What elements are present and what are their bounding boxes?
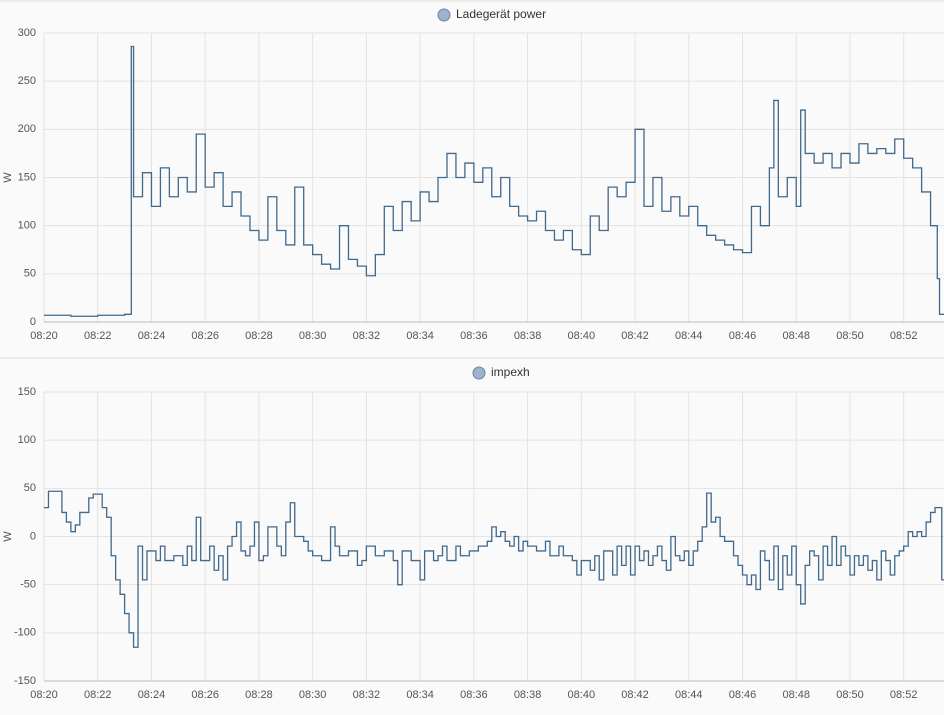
x-tick-label: 08:26 — [191, 689, 219, 701]
x-tick-label: 08:48 — [782, 689, 810, 701]
x-tick-label: 08:38 — [514, 689, 542, 701]
x-tick-label: 08:46 — [729, 330, 757, 342]
y-tick-label: 100 — [18, 220, 36, 232]
x-tick-label: 08:52 — [890, 330, 918, 342]
x-tick-label: 08:36 — [460, 689, 488, 701]
x-tick-label: 08:40 — [568, 689, 596, 701]
x-tick-label: 08:30 — [299, 330, 327, 342]
x-tick-label: 08:36 — [460, 330, 488, 342]
y-tick-label: 100 — [18, 434, 36, 446]
x-tick-label: 08:38 — [514, 330, 542, 342]
x-tick-label: 08:44 — [675, 330, 703, 342]
x-tick-label: 08:48 — [782, 330, 810, 342]
series-line — [44, 45, 944, 317]
legend-label: Ladegerät power — [456, 7, 546, 21]
x-tick-label: 08:40 — [568, 330, 596, 342]
x-tick-label: 08:32 — [353, 330, 381, 342]
y-tick-label: -100 — [14, 627, 36, 639]
x-tick-label: 08:50 — [836, 689, 864, 701]
x-tick-label: 08:20 — [30, 689, 58, 701]
y-tick-label: 150 — [18, 386, 36, 398]
legend-marker — [437, 8, 451, 22]
x-tick-label: 08:32 — [353, 689, 381, 701]
x-tick-label: 08:30 — [299, 689, 327, 701]
x-tick-label: 08:34 — [406, 689, 434, 701]
y-tick-label: 250 — [18, 75, 36, 87]
x-tick-label: 08:20 — [30, 330, 58, 342]
y-tick-label: 150 — [18, 171, 36, 183]
x-tick-label: 08:28 — [245, 689, 273, 701]
legend-label: impexh — [491, 365, 530, 379]
x-tick-label: 08:52 — [890, 689, 918, 701]
x-tick-label: 08:42 — [621, 330, 649, 342]
y-tick-label: 50 — [24, 268, 36, 280]
x-tick-label: 08:22 — [84, 330, 112, 342]
x-tick-label: 08:24 — [138, 330, 166, 342]
x-tick-label: 08:22 — [84, 689, 112, 701]
y-tick-label: 0 — [30, 316, 36, 328]
y-tick-label: -150 — [14, 675, 36, 687]
x-tick-label: 08:50 — [836, 330, 864, 342]
y-tick-label: 50 — [24, 482, 36, 494]
x-tick-label: 08:42 — [621, 689, 649, 701]
y-tick-label: 0 — [30, 530, 36, 542]
x-tick-label: 08:28 — [245, 330, 273, 342]
y-tick-label: -50 — [20, 579, 36, 591]
legend-marker — [472, 366, 486, 380]
x-tick-label: 08:46 — [729, 689, 757, 701]
x-tick-label: 08:24 — [138, 689, 166, 701]
x-tick-label: 08:44 — [675, 689, 703, 701]
y-tick-label: 300 — [18, 27, 36, 39]
y-axis-label: W — [2, 531, 14, 542]
y-axis-label: W — [2, 172, 14, 183]
y-tick-label: 200 — [18, 123, 36, 135]
x-tick-label: 08:34 — [406, 330, 434, 342]
x-tick-label: 08:26 — [191, 330, 219, 342]
series-line — [44, 490, 944, 648]
